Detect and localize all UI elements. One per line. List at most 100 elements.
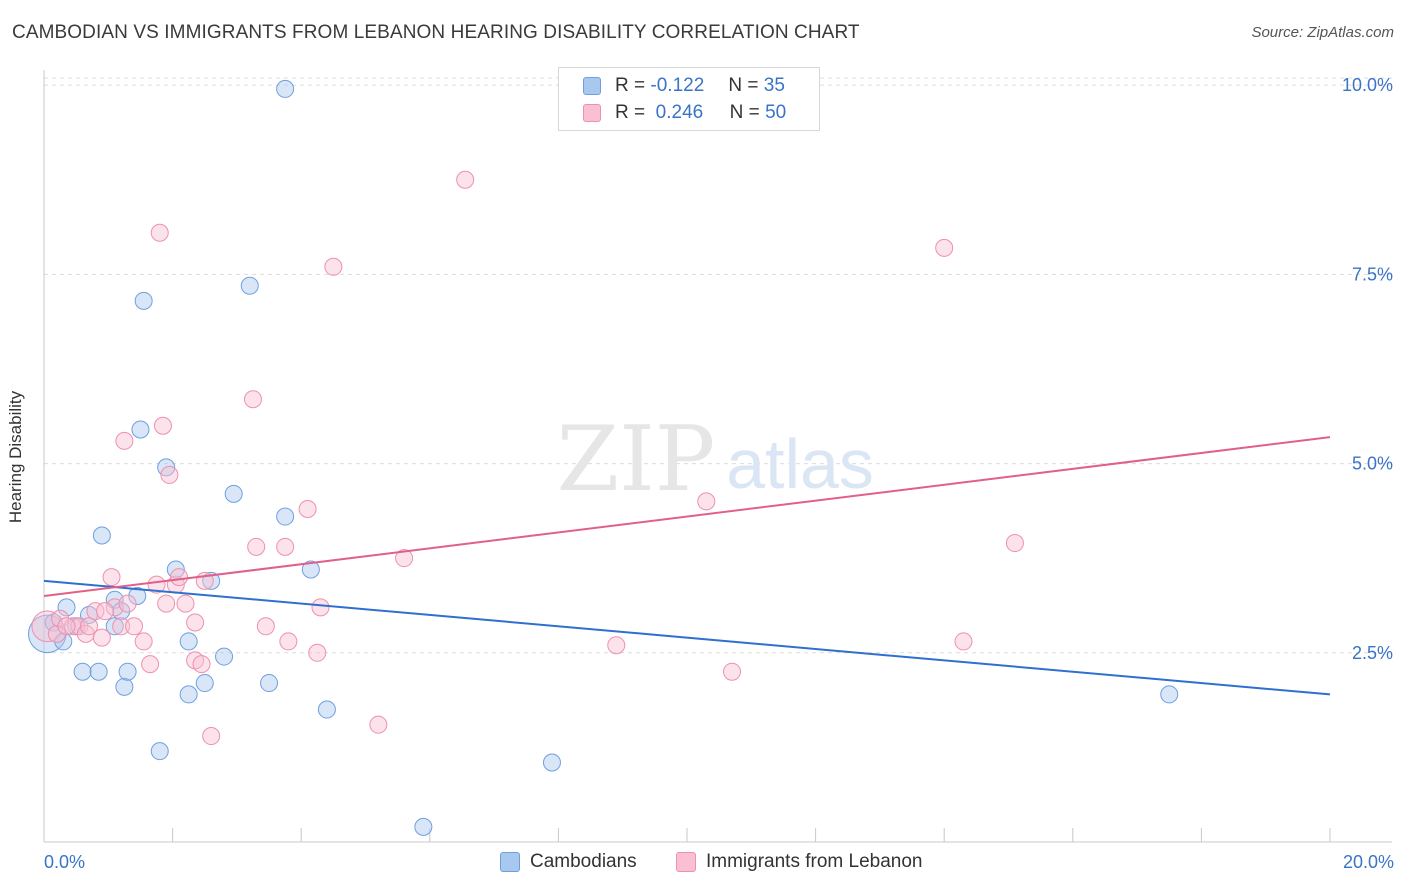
point-lebanon: [243, 390, 262, 409]
point-lebanon: [86, 602, 105, 621]
legend-n-value: 50: [765, 102, 787, 123]
y-tick-label: 2.5%: [1352, 643, 1393, 663]
point-cambodians: [105, 617, 124, 636]
point-cambodians: [301, 560, 320, 579]
legend-label: Cambodians: [530, 851, 637, 872]
point-lebanon: [192, 655, 211, 674]
point-lebanon: [308, 643, 327, 662]
legend-swatch-cambodians: [500, 852, 520, 872]
point-lebanon: [153, 416, 172, 435]
point-lebanon: [170, 568, 189, 587]
point-cambodians: [118, 662, 137, 681]
point-lebanon: [247, 537, 266, 556]
trend-line-lebanon: [43, 436, 1331, 598]
watermark-zip: ZIP: [557, 407, 716, 512]
point-lebanon: [176, 594, 195, 613]
point-lebanon: [70, 617, 89, 636]
point-lebanon: [112, 617, 131, 636]
legend-r-value: -0.122: [650, 75, 705, 96]
legend-swatch-lebanon: [676, 852, 696, 872]
point-lebanon: [96, 602, 115, 621]
point-lebanon: [256, 617, 275, 636]
point-lebanon: [298, 499, 317, 518]
point-cambodians: [215, 647, 234, 666]
point-cambodians: [1160, 685, 1179, 704]
y-tick-label: 7.5%: [1352, 264, 1393, 284]
point-lebanon: [369, 715, 388, 734]
point-cambodians: [150, 742, 169, 761]
point-lebanon: [160, 465, 179, 484]
point-cambodians: [73, 662, 92, 681]
legend-r-value: 0.246: [655, 102, 704, 123]
point-cambodians: [224, 484, 243, 503]
point-lebanon: [456, 170, 475, 189]
point-cambodians: [240, 276, 259, 295]
point-lebanon: [202, 727, 221, 746]
axes: [43, 70, 1392, 843]
point-lebanon: [115, 431, 134, 450]
point-lebanon: [57, 617, 76, 636]
point-cambodians: [276, 507, 295, 526]
point-lebanon: [1005, 534, 1024, 553]
legend-row-lebanon: R = 0.246 N = 50: [583, 100, 786, 126]
x-tick-label-max: 20.0%: [1342, 852, 1394, 872]
legend-row-cambodians: R = -0.122 N = 35: [583, 73, 785, 99]
point-lebanon: [92, 628, 111, 647]
y-tick-labels: 2.5% 5.0% 7.5% 10.0%: [1342, 75, 1393, 663]
point-lebanon: [102, 568, 121, 587]
point-lebanon: [31, 610, 64, 643]
point-lebanon: [157, 594, 176, 613]
point-cambodians: [57, 598, 76, 617]
point-cambodians: [260, 674, 279, 693]
data-points: [28, 79, 1179, 836]
legend-r-label: R =: [615, 75, 646, 96]
source-label: Source: ZipAtlas.com: [1251, 24, 1394, 41]
point-cambodians: [317, 700, 336, 719]
chart-title: CAMBODIAN VS IMMIGRANTS FROM LEBANON HEA…: [12, 22, 860, 43]
point-cambodians: [414, 817, 433, 836]
point-cambodians: [276, 79, 295, 98]
x-tick-label-min: 0.0%: [44, 852, 86, 872]
correlation-legend: R = -0.122 N = 35 R = 0.246 N = 50: [558, 67, 820, 131]
point-lebanon: [395, 549, 414, 568]
point-lebanon: [697, 492, 716, 511]
point-lebanon: [935, 238, 954, 257]
point-lebanon: [80, 617, 99, 636]
point-lebanon: [147, 575, 166, 594]
point-lebanon: [954, 632, 973, 651]
point-cambodians: [195, 674, 214, 693]
legend-item-cambodians[interactable]: Cambodians: [500, 851, 637, 873]
point-lebanon: [141, 655, 160, 674]
legend-label: Immigrants from Lebanon: [706, 851, 923, 872]
y-tick-label: 5.0%: [1352, 454, 1393, 474]
legend-swatch-lebanon: [583, 104, 601, 122]
point-lebanon: [723, 662, 742, 681]
point-cambodians: [134, 291, 153, 310]
watermark: ZIP atlas: [557, 407, 874, 512]
point-lebanon: [276, 537, 295, 556]
point-cambodians: [131, 420, 150, 439]
watermark-atlas: atlas: [726, 425, 874, 503]
legend-n-value: 35: [763, 75, 785, 96]
point-cambodians: [542, 753, 561, 772]
point-cambodians: [179, 632, 198, 651]
point-lebanon: [311, 598, 330, 617]
legend-r-label: R =: [615, 102, 646, 123]
point-lebanon: [150, 223, 169, 242]
gridlines: [44, 77, 1392, 654]
point-cambodians: [115, 677, 134, 696]
point-cambodians: [89, 662, 108, 681]
legend-swatch-cambodians: [583, 77, 601, 95]
point-lebanon: [134, 632, 153, 651]
point-cambodians: [28, 614, 67, 654]
legend-item-lebanon[interactable]: Immigrants from Lebanon: [676, 851, 923, 873]
point-lebanon: [125, 617, 144, 636]
point-lebanon: [118, 594, 137, 613]
point-cambodians: [128, 587, 147, 606]
point-lebanon: [47, 624, 66, 643]
legend-n-label: N =: [728, 75, 759, 96]
point-lebanon: [186, 613, 205, 632]
legend-n-label: N =: [729, 102, 760, 123]
series-legend: Cambodians Immigrants from Lebanon: [0, 851, 1406, 879]
